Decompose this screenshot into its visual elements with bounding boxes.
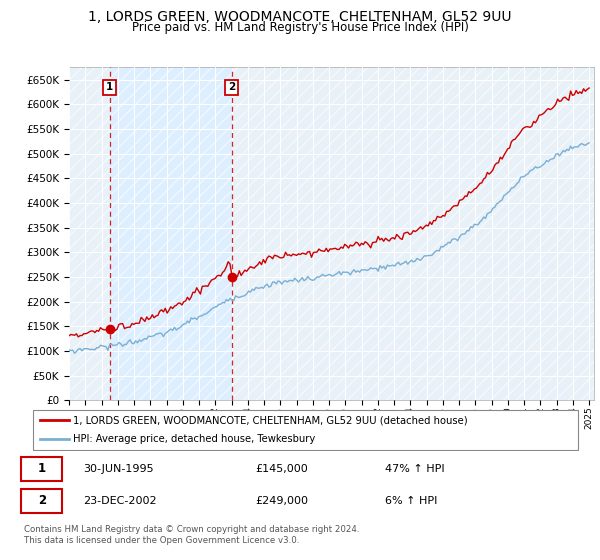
FancyBboxPatch shape: [21, 457, 62, 480]
Text: 1, LORDS GREEN, WOODMANCOTE, CHELTENHAM, GL52 9UU: 1, LORDS GREEN, WOODMANCOTE, CHELTENHAM,…: [88, 10, 512, 24]
Text: 6% ↑ HPI: 6% ↑ HPI: [385, 496, 437, 506]
Bar: [110, 67, 232, 400]
Text: 1: 1: [106, 82, 113, 92]
Text: 1: 1: [38, 462, 46, 475]
Text: 1, LORDS GREEN, WOODMANCOTE, CHELTENHAM, GL52 9UU (detached house): 1, LORDS GREEN, WOODMANCOTE, CHELTENHAM,…: [73, 415, 467, 425]
Text: 2: 2: [228, 82, 235, 92]
FancyBboxPatch shape: [21, 489, 62, 513]
Text: HPI: Average price, detached house, Tewkesbury: HPI: Average price, detached house, Tewk…: [73, 435, 316, 445]
Text: 47% ↑ HPI: 47% ↑ HPI: [385, 464, 444, 474]
Text: 30-JUN-1995: 30-JUN-1995: [83, 464, 154, 474]
Text: Contains HM Land Registry data © Crown copyright and database right 2024.: Contains HM Land Registry data © Crown c…: [24, 525, 359, 534]
Text: This data is licensed under the Open Government Licence v3.0.: This data is licensed under the Open Gov…: [24, 536, 299, 545]
Text: Price paid vs. HM Land Registry's House Price Index (HPI): Price paid vs. HM Land Registry's House …: [131, 21, 469, 34]
Text: £249,000: £249,000: [255, 496, 308, 506]
Text: 23-DEC-2002: 23-DEC-2002: [83, 496, 157, 506]
Text: £145,000: £145,000: [255, 464, 308, 474]
FancyBboxPatch shape: [33, 410, 578, 450]
Text: 2: 2: [38, 494, 46, 507]
